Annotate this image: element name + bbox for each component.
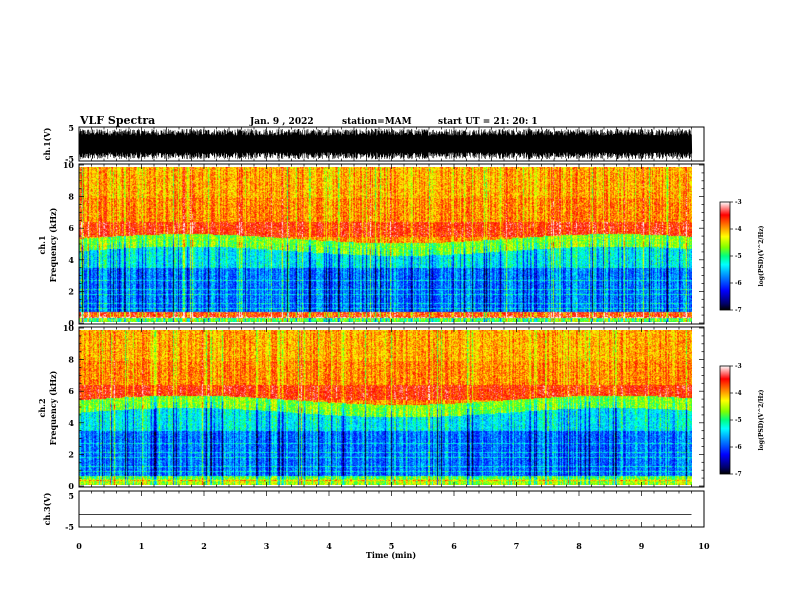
ch3-ytick-bottom: -5 [65,522,74,532]
ytick-label: 6 [68,223,74,233]
ch1-spectrogram-panel: 0 2 4 6 8 10 ch.1 Frequency (kHz) [37,160,705,328]
date-label: Jan. 9 , 2022 [249,117,314,127]
ch1-spectrogram-ylabel: Frequency (kHz) [48,207,58,282]
x-tick-label: 2 [201,541,207,551]
ytick-label: 8 [68,192,74,202]
ch1-waveform-ylabel: ch.1(V) [42,127,52,160]
colorbar-tick-label: -3 [735,363,742,370]
colorbar-tick-label: -7 [735,307,742,314]
x-tick-label: 5 [389,541,395,551]
station-label: station=MAM [342,117,412,127]
x-tick-label: 7 [514,541,520,551]
x-axis-label: Time (min) [366,550,416,560]
ytick-label: 2 [68,449,74,459]
ch3-ytick-top: 5 [68,491,74,501]
ytick-label: 4 [68,418,74,428]
ch1-colorbar-scale [719,201,731,311]
ytick-label: 10 [63,323,75,333]
ytick-label: 4 [68,255,74,265]
ch1-colorbar: -3 -4 -5 -6 -7 log(PSD)(V^2/Hz) [719,199,765,314]
x-tick-label: 0 [76,541,82,551]
x-tick-label: 9 [639,541,645,551]
ytick-label: 2 [68,286,74,296]
ch2-spectrogram-image [79,330,692,485]
ch2-colorbar-scale [719,365,731,475]
ytick-label: 8 [68,355,74,365]
ch1-waveform-panel: 5 -5 ch.1(V) [42,123,705,164]
colorbar-tick-label: -3 [735,199,742,206]
colorbar-tick-label: -5 [735,253,742,260]
x-tick-label: 4 [326,541,332,551]
ch1-spectrogram-image [79,167,692,322]
ch2-colorbar: -3 -4 -5 -6 -7 log(PSD)(V^2/Hz) [719,363,765,478]
ch2-spectrogram-panel: 0 2 4 6 8 10 ch.2 Frequency (kHz) [37,323,705,491]
x-tick-label: 10 [698,541,710,551]
ch2-spectrogram-ylabel-top: ch.2 [37,398,47,417]
ch1-ytick-top: 5 [68,123,74,133]
ch3-waveform-panel: 5 -5 ch.3(V) [42,490,705,532]
ch2-spectrogram-ylabel: Frequency (kHz) [48,370,58,445]
x-tick-label: 3 [264,541,270,551]
ytick-label: 10 [63,160,75,170]
colorbar-tick-label: -4 [735,390,742,397]
ytick-label: 0 [68,318,74,328]
colorbar-tick-label: -7 [735,471,742,478]
colorbar-tick-label: -5 [735,417,742,424]
x-tick-labels: 0 1 2 3 4 5 6 7 8 9 10 [76,541,710,551]
ch2-colorbar-label: log(PSD)(V^2/Hz) [758,389,765,450]
ch1-spectrogram-ylabel-top: ch.1 [37,235,47,254]
colorbar-tick-label: -6 [735,280,742,287]
colorbar-tick-label: -4 [735,226,742,233]
ch1-colorbar-label: log(PSD)(V^2/Hz) [758,225,765,286]
x-tick-label: 8 [576,541,582,551]
x-tick-label: 6 [451,541,457,551]
ch1-waveform-line [78,128,693,160]
ch3-waveform-ylabel: ch.3(V) [42,492,52,525]
colorbar-tick-label: -6 [735,444,742,451]
chart-title: VLF Spectra [79,114,155,127]
start-time-label: start UT = 21: 20: 1 [438,117,538,127]
ytick-label: 0 [68,481,74,491]
x-tick-label: 1 [139,541,145,551]
ytick-label: 6 [68,386,74,396]
ch1-ytick-bottom: -5 [65,154,74,164]
